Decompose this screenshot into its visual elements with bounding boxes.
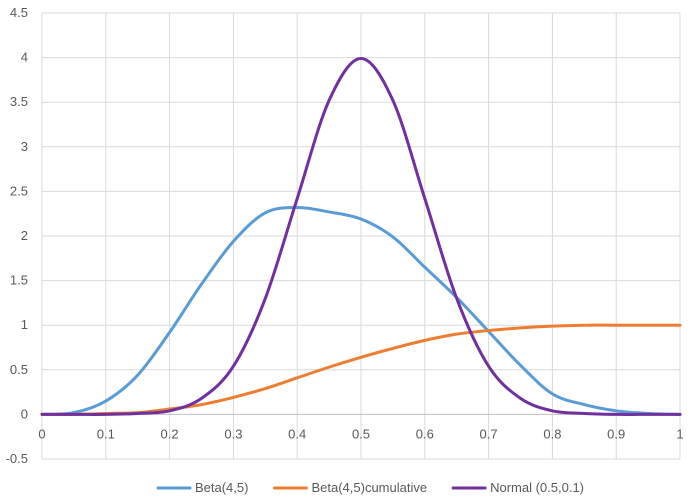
gridlines (41, 12, 681, 460)
x-tick-label: 0.9 (607, 426, 625, 441)
x-tick-label: 0 (38, 426, 45, 441)
y-tick-label: 3 (21, 139, 28, 154)
y-tick-label: 2 (21, 228, 28, 243)
y-tick-label: 0 (21, 406, 28, 421)
y-tick-label: 3.5 (10, 94, 28, 109)
x-tick-label: 0.5 (352, 426, 370, 441)
series-lines (40, 56, 682, 416)
x-tick-label: 0.2 (161, 426, 179, 441)
y-tick-label: 1.5 (10, 273, 28, 288)
x-tick-label: 0.1 (97, 426, 115, 441)
x-tick-label: 0.3 (224, 426, 242, 441)
y-tick-label: 1 (21, 317, 28, 332)
legend-label: Beta(4,5) (195, 480, 248, 495)
y-tick-label: -0.5 (6, 451, 28, 466)
x-tick-label: 0.4 (288, 426, 306, 441)
x-tick-label: 1 (676, 426, 683, 441)
legend-label: Beta(4,5)cumulative (311, 480, 427, 495)
series-line-2 (40, 56, 682, 416)
y-tick-label: 4.5 (10, 5, 28, 20)
series-line-0 (40, 205, 682, 416)
x-tick-label: 0.8 (543, 426, 561, 441)
y-tick-label: 0.5 (10, 362, 28, 377)
legend-label: Normal (0.5,0.1) (490, 480, 584, 495)
y-tick-label: 4 (21, 50, 28, 65)
x-tick-label: 0.7 (480, 426, 498, 441)
x-tick-label: 0.6 (416, 426, 434, 441)
legend: Beta(4,5) Beta(4,5)cumulative Normal (0.5,… (156, 480, 584, 495)
y-tick-label: 2.5 (10, 183, 28, 198)
